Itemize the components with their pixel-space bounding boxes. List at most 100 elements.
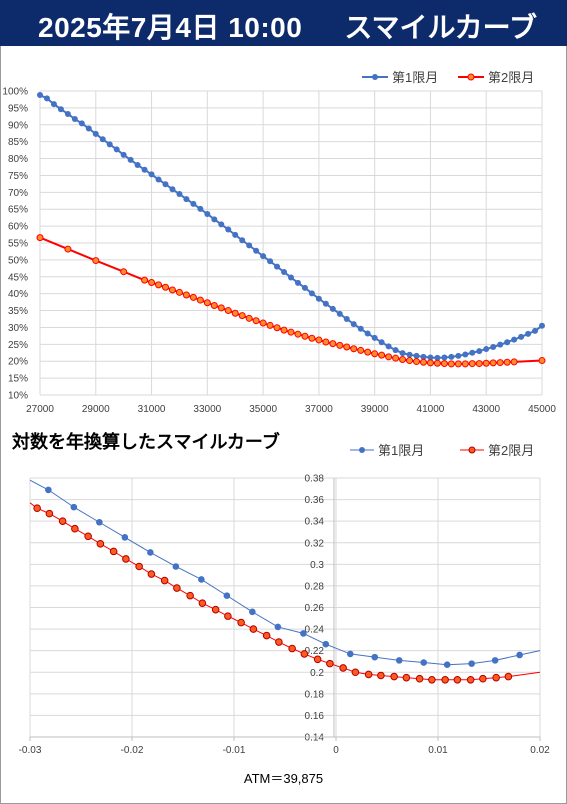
series-2-point [259, 319, 267, 327]
series-2-point [288, 644, 296, 653]
series-2-point [64, 245, 72, 253]
series-1-point [183, 196, 190, 203]
series-1-point [350, 321, 357, 328]
series-2-point [96, 540, 105, 548]
x-tick-label: -0.01 [223, 745, 246, 756]
series-2-point [122, 555, 130, 563]
series-2-point [326, 659, 334, 668]
y-tick-label: 35% [8, 306, 28, 317]
series-1-point [281, 269, 288, 276]
series-2-point [441, 676, 449, 684]
series-2-point [36, 234, 44, 242]
series-1-point [518, 333, 525, 340]
log-annualized-smile-chart: 0.14 0.16 0.18 0.2 0.22 0.24 0.26 0.28 0.3 0.32 0.… [19, 443, 551, 756]
x-tick-label: 29000 [82, 404, 110, 415]
series-2-point [489, 359, 497, 367]
series-1-point [225, 226, 232, 233]
series-1-point [96, 518, 103, 526]
series-1-point [511, 336, 518, 343]
series-1-point [71, 116, 78, 123]
series-2-point [313, 655, 322, 664]
series-1-point [455, 352, 462, 359]
series-1-point [106, 141, 113, 148]
series-2-point [275, 638, 283, 646]
legend-label-1: 第1限月 [378, 443, 424, 458]
series-1-point [413, 352, 420, 359]
y-tick-label: 95% [8, 103, 28, 114]
series-1-point [497, 341, 504, 348]
series-2-point [249, 625, 258, 633]
y-tick-label: 80% [8, 154, 28, 165]
y-tick-label: 0.16 [305, 711, 325, 722]
series-1-point [315, 295, 322, 302]
y-tick-label: 0.26 [305, 603, 325, 614]
series-2-point [147, 570, 156, 578]
y-tick-label: 0.22 [305, 646, 325, 657]
series-2-point [45, 509, 54, 518]
series-1-point [169, 186, 176, 193]
series-1-point [406, 351, 413, 358]
series-1-point [385, 343, 392, 350]
series-1-point [294, 279, 301, 286]
x-tick-label: 41000 [417, 404, 445, 415]
y-tick-label: 100% [2, 87, 28, 98]
legend-label-1: 第1限月 [392, 70, 438, 85]
series-2-point [357, 346, 365, 354]
series-2-point [482, 359, 490, 367]
series-2-point [308, 334, 316, 342]
series-1-point [120, 151, 127, 158]
series-1-point [443, 661, 451, 668]
series-1-point [232, 231, 239, 238]
series-1-point [336, 310, 343, 317]
series-1-point [190, 200, 197, 207]
series-1-point [274, 623, 282, 631]
series-2-point [84, 532, 92, 541]
x-tick-label: 27000 [26, 404, 54, 415]
series-1-point [218, 221, 225, 228]
smile-curve-chart: 10% 15% 20% 25% 30% 35% 40% 45% 50% 55% 60% 65% 70% 7… [2, 70, 556, 415]
series-2-point [294, 330, 302, 338]
series-2-point [280, 326, 288, 334]
y-tick-label: 0.38 [305, 474, 325, 485]
series-2-point [538, 357, 546, 365]
x-tick-label: 0.02 [530, 745, 550, 756]
series-1-point [427, 354, 434, 361]
y-tick-label: 55% [8, 239, 28, 250]
series-1-point [343, 316, 350, 322]
series-2-point [186, 591, 194, 600]
series-2-point [415, 674, 424, 683]
series-2-point [503, 358, 511, 366]
atm-annotation: ATM＝39,875 [243, 771, 324, 786]
x-tick-label: 39000 [361, 404, 389, 415]
series-1-point [371, 334, 378, 341]
series-line-1 [29, 479, 541, 666]
y-tick-label: 75% [8, 171, 28, 182]
series-1-point [127, 156, 134, 163]
series-2-point [329, 340, 337, 348]
series-2-point [120, 268, 128, 276]
series-1-point [37, 92, 43, 99]
series-1-point [113, 146, 120, 153]
x-tick-label: -0.02 [121, 745, 144, 756]
y-tick-label: 0.36 [305, 495, 325, 506]
series-1-point [172, 563, 180, 570]
series-2-point [371, 350, 379, 358]
series-2-point [419, 358, 427, 366]
series-2-point [496, 359, 504, 367]
y-tick-label: 90% [8, 120, 28, 131]
series-1-point [532, 327, 539, 334]
series-1-point [288, 274, 294, 281]
series-1-point [85, 125, 92, 132]
series-2-point [231, 309, 239, 317]
series-1-point [197, 205, 204, 212]
y-tick-label: 20% [8, 357, 28, 368]
series-1-point [420, 353, 427, 360]
series-1-point [211, 216, 218, 223]
y-tick-label: 0.18 [305, 689, 325, 700]
y-tick-label: 0.14 [305, 733, 325, 744]
series-2-point [273, 324, 281, 332]
legend-marker-1 [359, 447, 365, 453]
series-1-point [147, 549, 154, 556]
series-2-point [224, 612, 232, 620]
series-2-point [413, 358, 420, 366]
